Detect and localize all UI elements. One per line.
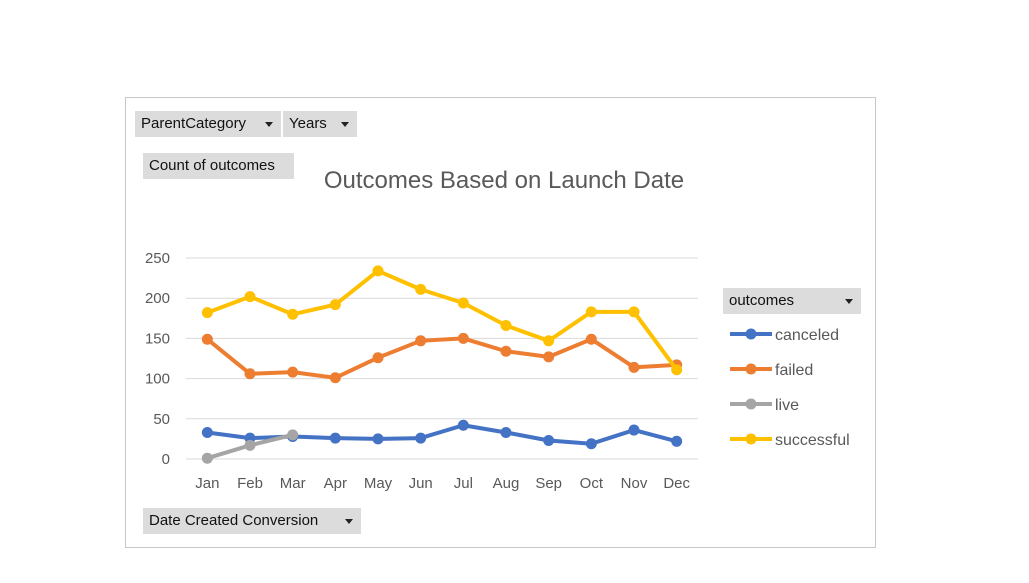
series-line-canceled	[205, 423, 679, 446]
data-point-successful	[244, 291, 256, 303]
data-point-successful	[372, 265, 384, 277]
data-point-successful	[585, 306, 597, 318]
data-point-canceled	[585, 438, 597, 450]
x-tick-label: Nov	[621, 475, 648, 492]
legend-label-successful: successful	[775, 432, 850, 449]
data-point-canceled	[628, 424, 640, 436]
data-point-failed	[543, 351, 555, 363]
data-point-successful	[201, 307, 213, 319]
chart-plot-area: Outcomes Based on Launch Date 0 50 100 150 20…	[145, 167, 850, 492]
data-point-canceled	[372, 433, 384, 445]
data-point-successful	[457, 297, 469, 309]
legend-label-failed: failed	[775, 362, 813, 379]
data-point-successful	[543, 335, 555, 347]
data-point-successful	[329, 299, 341, 311]
data-point-failed	[201, 333, 213, 345]
legend-field-label: outcomes	[729, 292, 795, 309]
data-point-successful	[671, 364, 683, 376]
data-point-canceled	[457, 419, 469, 431]
data-point-failed	[628, 361, 640, 373]
axis-field-button[interactable]: Date Created Conversion	[143, 508, 361, 534]
data-point-canceled	[415, 432, 427, 444]
data-point-canceled	[201, 426, 213, 438]
data-point-failed	[500, 345, 512, 357]
data-point-canceled	[671, 435, 683, 447]
legend-field-button[interactable]: outcomes	[723, 288, 861, 314]
years-filter-button[interactable]: Years	[283, 111, 357, 137]
y-tick-label: 50	[153, 411, 170, 428]
series-line-successful	[205, 268, 679, 372]
chevron-down-icon	[345, 519, 353, 524]
data-point-failed	[372, 352, 384, 364]
legend-marker-failed	[745, 363, 757, 375]
y-tick-label: 150	[145, 330, 170, 347]
legend-marker-canceled	[745, 328, 757, 340]
data-point-failed	[287, 366, 299, 378]
x-tick-label: May	[364, 475, 393, 492]
chart-title: Outcomes Based on Launch Date	[324, 167, 684, 194]
data-point-canceled	[500, 426, 512, 438]
data-point-successful	[500, 320, 512, 332]
legend-label-live: live	[775, 397, 799, 414]
data-point-canceled	[543, 435, 555, 447]
x-tick-label: Dec	[663, 475, 690, 492]
data-point-successful	[287, 308, 299, 320]
data-point-failed	[329, 372, 341, 384]
x-tick-label: Jan	[195, 475, 219, 492]
values-field-button[interactable]: Count of outcomes	[143, 153, 294, 179]
chevron-down-icon	[265, 122, 273, 127]
y-tick-label: 100	[145, 371, 170, 388]
x-tick-label: Sep	[535, 475, 562, 492]
axis-field-label: Date Created Conversion	[149, 512, 319, 529]
x-tick-label: Aug	[493, 475, 520, 492]
data-point-live	[287, 429, 299, 441]
x-tick-label: Jun	[409, 475, 433, 492]
x-tick-label: Apr	[324, 475, 347, 492]
pivot-chart[interactable]: Outcomes Based on Launch Date 0 50 100 150 20…	[125, 97, 876, 548]
x-tick-label: Oct	[580, 475, 604, 492]
y-tick-label: 200	[145, 290, 170, 307]
data-point-successful	[415, 283, 427, 295]
data-point-live	[244, 439, 256, 451]
years-filter-label: Years	[289, 115, 327, 132]
y-tick-label: 0	[162, 451, 170, 468]
data-point-failed	[415, 335, 427, 347]
x-tick-label: Feb	[237, 475, 263, 492]
data-point-successful	[628, 306, 640, 318]
data-point-failed	[457, 332, 469, 344]
data-point-failed	[244, 368, 256, 380]
parent-category-filter-label: ParentCategory	[141, 115, 247, 132]
legend-marker-live	[745, 398, 757, 410]
y-tick-label: 250	[145, 250, 170, 267]
series-line-failed	[205, 336, 679, 380]
values-field-label: Count of outcomes	[149, 157, 275, 174]
x-tick-label: Jul	[454, 475, 473, 492]
data-point-failed	[585, 333, 597, 345]
chevron-down-icon	[341, 122, 349, 127]
x-tick-label: Mar	[280, 475, 306, 492]
legend-marker-successful	[745, 433, 757, 445]
legend-label-canceled: canceled	[775, 327, 839, 344]
parent-category-filter-button[interactable]: ParentCategory	[135, 111, 281, 137]
data-point-canceled	[329, 432, 341, 444]
data-point-live	[201, 452, 213, 464]
chevron-down-icon	[845, 299, 853, 304]
